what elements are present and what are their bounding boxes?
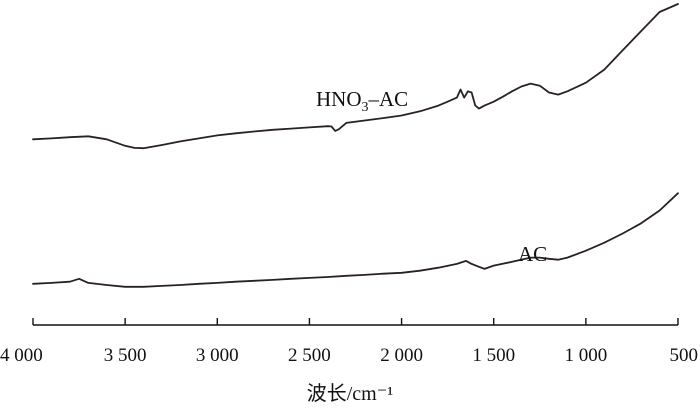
x-tick-label-3000: 3 000 [196,345,239,366]
x-tick-labels: 4 000 3 500 3 000 2 500 2 000 1 500 1 000 500 [0,345,698,366]
x-tick-label-1500: 1 500 [472,345,515,366]
x-tick-label-2000: 2 000 [380,345,423,366]
x-tick-label-1000: 1 000 [564,345,607,366]
series-label-ac: AC [518,242,547,266]
x-tick-label-3500: 3 500 [104,345,147,366]
series-line-ac [32,192,679,288]
x-ticks [32,318,679,325]
x-tick-label-4000: 4 000 [0,345,43,366]
x-tick-label-500: 500 [670,345,699,366]
series-line-hno3-ac [32,3,679,150]
plot-lines [32,3,679,288]
series-label-hno3-ac: HNO3–AC [316,87,408,115]
x-axis-label: 波长/cm⁻¹ [307,382,394,405]
series-labels: HNO3–AC AC [316,87,547,266]
x-tick-label-2500: 2 500 [288,345,331,366]
